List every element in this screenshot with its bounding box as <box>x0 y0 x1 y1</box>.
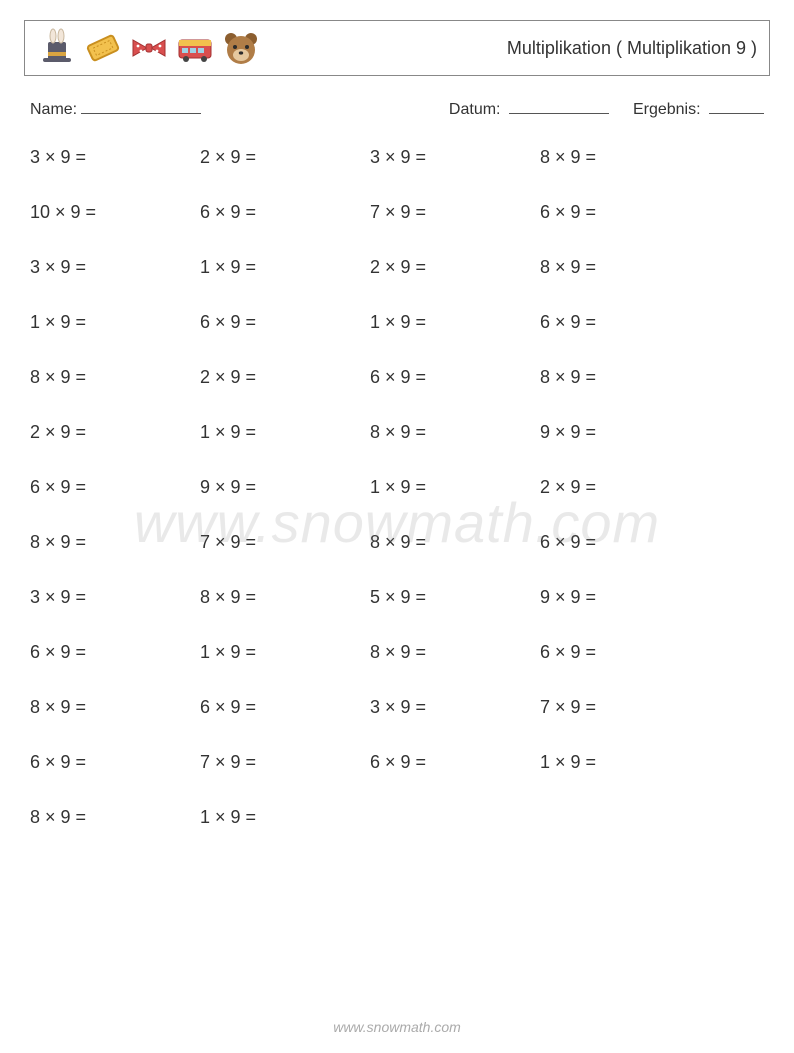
problem-cell: 7 × 9 = <box>200 752 370 773</box>
problem-cell: 8 × 9 = <box>370 642 540 663</box>
problem-cell: 2 × 9 = <box>200 147 370 168</box>
problems-grid: 3 × 9 =2 × 9 =3 × 9 =8 × 9 =10 × 9 =6 × … <box>30 147 770 828</box>
worksheet-title: Multiplikation ( Multiplikation 9 ) <box>507 38 757 59</box>
problem-cell: 1 × 9 = <box>200 807 370 828</box>
problem-cell: 1 × 9 = <box>200 642 370 663</box>
name-blank <box>81 100 201 114</box>
problem-cell: 6 × 9 = <box>30 477 200 498</box>
problem-cell: 6 × 9 = <box>540 642 710 663</box>
date-blank <box>509 100 609 114</box>
problem-cell: 7 × 9 = <box>370 202 540 223</box>
problem-cell: 2 × 9 = <box>200 367 370 388</box>
problem-cell: 8 × 9 = <box>370 422 540 443</box>
problem-cell: 2 × 9 = <box>370 257 540 278</box>
problem-cell: 1 × 9 = <box>30 312 200 333</box>
problem-cell: 8 × 9 = <box>30 697 200 718</box>
problem-cell: 1 × 9 = <box>540 752 710 773</box>
problem-cell: 5 × 9 = <box>370 587 540 608</box>
problem-cell: 6 × 9 = <box>370 752 540 773</box>
problem-cell: 8 × 9 = <box>540 257 710 278</box>
bear-icon <box>221 28 261 68</box>
hat-rabbit-icon <box>37 28 77 68</box>
problem-cell: 9 × 9 = <box>200 477 370 498</box>
problem-cell: 1 × 9 = <box>370 477 540 498</box>
problem-cell: 6 × 9 = <box>200 202 370 223</box>
problem-cell: 8 × 9 = <box>200 587 370 608</box>
problem-cell: 1 × 9 = <box>200 422 370 443</box>
problem-cell: 6 × 9 = <box>540 202 710 223</box>
problem-cell: 2 × 9 = <box>540 477 710 498</box>
result-blank <box>709 100 764 114</box>
footer-link: www.snowmath.com <box>0 1019 794 1035</box>
problem-cell: 1 × 9 = <box>370 312 540 333</box>
problem-cell: 2 × 9 = <box>30 422 200 443</box>
problem-cell <box>540 807 710 828</box>
problem-cell: 3 × 9 = <box>30 257 200 278</box>
problem-cell: 6 × 9 = <box>30 642 200 663</box>
problem-cell: 1 × 9 = <box>200 257 370 278</box>
date-label: Datum: <box>449 101 501 118</box>
problem-cell: 7 × 9 = <box>540 697 710 718</box>
problem-cell: 8 × 9 = <box>370 532 540 553</box>
problem-cell: 6 × 9 = <box>540 312 710 333</box>
ticket-icon <box>83 28 123 68</box>
header-box: Multiplikation ( Multiplikation 9 ) <box>24 20 770 76</box>
name-label: Name: <box>30 101 77 119</box>
problem-cell: 8 × 9 = <box>540 147 710 168</box>
result-label: Ergebnis: <box>633 101 701 118</box>
problem-cell: 8 × 9 = <box>540 367 710 388</box>
header-icons <box>37 28 261 68</box>
bus-icon <box>175 28 215 68</box>
problem-cell: 6 × 9 = <box>30 752 200 773</box>
problem-cell: 3 × 9 = <box>370 697 540 718</box>
problem-cell: 7 × 9 = <box>200 532 370 553</box>
problem-cell: 9 × 9 = <box>540 422 710 443</box>
problem-cell: 6 × 9 = <box>540 532 710 553</box>
problem-cell: 3 × 9 = <box>370 147 540 168</box>
problem-cell: 6 × 9 = <box>200 312 370 333</box>
bowtie-icon <box>129 28 169 68</box>
problem-cell: 9 × 9 = <box>540 587 710 608</box>
meta-row: Name: Datum: Ergebnis: <box>30 100 764 119</box>
problem-cell: 6 × 9 = <box>200 697 370 718</box>
problem-cell: 8 × 9 = <box>30 367 200 388</box>
problem-cell: 3 × 9 = <box>30 147 200 168</box>
problem-cell: 8 × 9 = <box>30 532 200 553</box>
problem-cell: 3 × 9 = <box>30 587 200 608</box>
problem-cell: 6 × 9 = <box>370 367 540 388</box>
problem-cell: 8 × 9 = <box>30 807 200 828</box>
problem-cell <box>370 807 540 828</box>
problem-cell: 10 × 9 = <box>30 202 200 223</box>
